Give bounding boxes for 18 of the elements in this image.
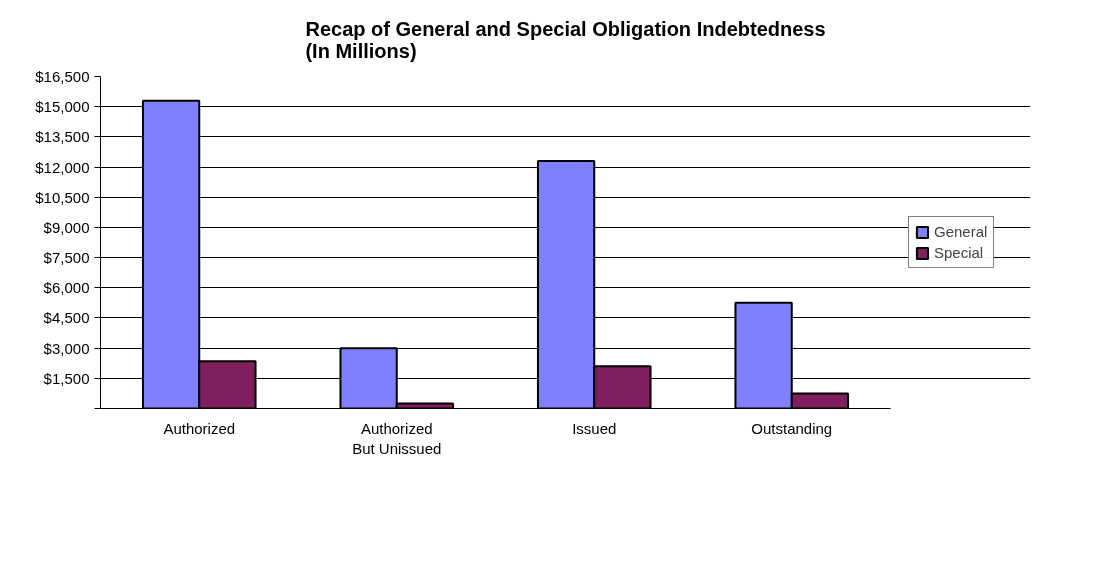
y-tick-label: $3,000 (43, 339, 90, 357)
y-tick-label: $13,500 (35, 128, 90, 146)
y-tick-label: $9,000 (43, 218, 90, 236)
x-tick-label: Authorized (163, 419, 236, 437)
y-tick-label: $4,500 (43, 309, 90, 327)
y-tick-label: $7,500 (43, 249, 90, 267)
y-tick-label: $10,500 (35, 188, 90, 206)
y-tick-label: $1,500 (43, 369, 90, 387)
y-tick-label: $6,000 (43, 279, 90, 297)
x-tick-label: Issued (572, 419, 617, 437)
y-tick-label: $12,000 (35, 158, 90, 176)
legend-label: General (934, 223, 988, 240)
x-tick-label: Outstanding (751, 419, 833, 437)
x-tick-label: Authorized But Unissued (352, 419, 442, 457)
legend-label: Special (934, 244, 984, 261)
y-tick-label: $15,000 (35, 98, 90, 116)
y-tick-label: $16,500 (35, 68, 90, 85)
chart-title: Recap of General and Special Obligation Indebtedness (In Millions) (305, 17, 826, 62)
